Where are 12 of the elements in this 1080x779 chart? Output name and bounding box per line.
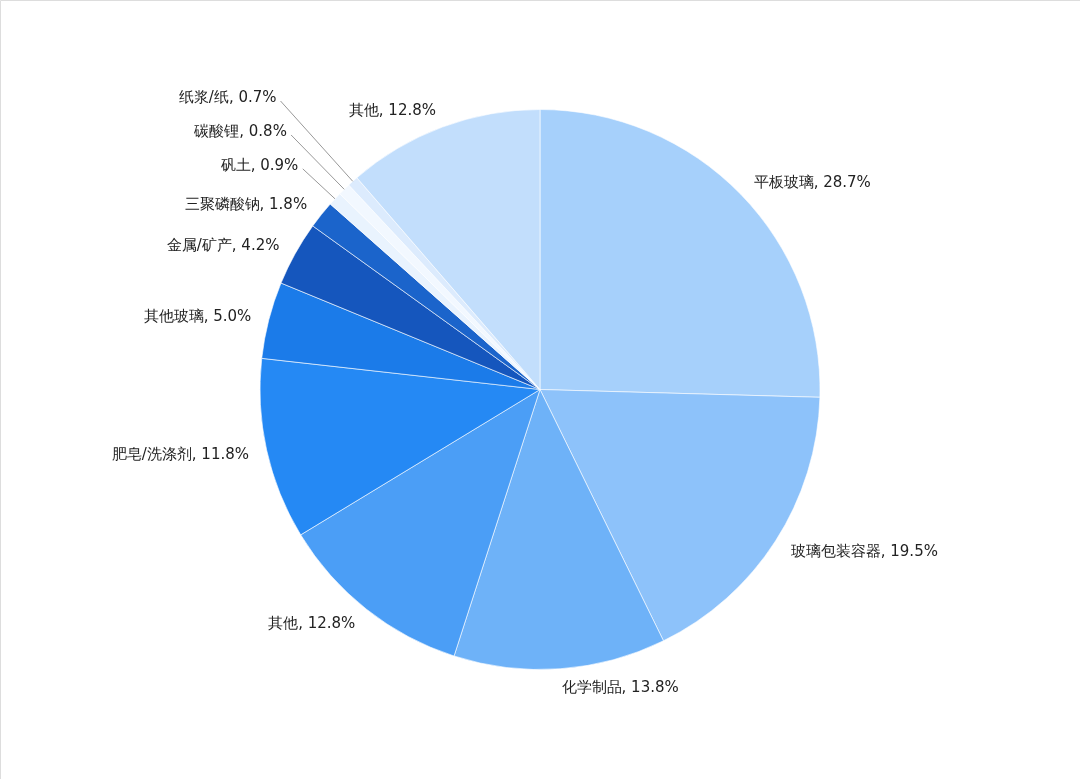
slice-label: 其他, 12.8% [348,101,436,120]
slice-label: 纸浆/纸, 0.7% [178,87,277,106]
slice-label: 其他玻璃, 5.0% [143,306,252,325]
slice-label: 其他, 12.8% [268,614,356,633]
slice-label: 玻璃包装容器, 19.5% [790,541,938,560]
slice-label: 碳酸锂, 0.8% [193,121,287,140]
slice-label: 金属/矿产, 4.2% [166,235,280,254]
slice-label: 三聚磷酸钠, 1.8% [184,194,308,213]
slice-label: 肥皂/洗涤剂, 11.8% [111,444,249,463]
slice-label: 平板玻璃, 28.7% [753,172,871,191]
slice-label: 矾土, 0.9% [219,155,299,174]
slice-label: 化学制品, 13.8% [561,677,679,696]
